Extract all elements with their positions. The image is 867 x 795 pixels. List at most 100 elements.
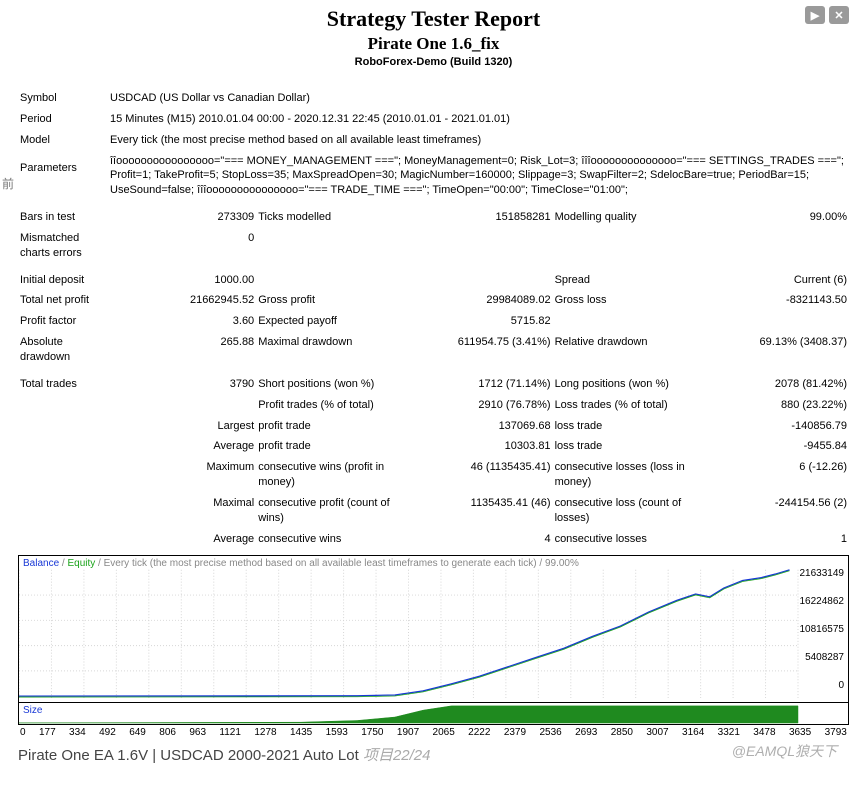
val-model: Every tick (the most precise method base… [108, 130, 849, 151]
lbl-lp: Long positions (won %) [553, 374, 701, 395]
val-mcl: 6 (-12.26) [701, 457, 849, 493]
xaxis-tick: 2222 [468, 727, 490, 738]
xaxis-tick: 2379 [504, 727, 526, 738]
xaxis-tick: 1593 [326, 727, 348, 738]
lbl-mclc: consecutive loss (count of losses) [553, 493, 701, 529]
lbl-rdd: Relative drawdown [553, 332, 701, 368]
xaxis-tick: 0 [20, 727, 26, 738]
val-mism: 0 [108, 228, 256, 264]
lbl-acw: consecutive wins [256, 529, 404, 550]
xaxis-tick: 3478 [753, 727, 775, 738]
val-apt: 10303.81 [404, 436, 552, 457]
yaxis-label: 21633149 [800, 568, 845, 579]
val-mdd: 611954.75 (3.41%) [404, 332, 552, 368]
val-acw: 4 [404, 529, 552, 550]
close-button[interactable]: ✕ [829, 6, 849, 24]
yaxis-label: 0 [838, 680, 844, 691]
xaxis-tick: 2536 [539, 727, 561, 738]
lbl-pf: Profit factor [18, 311, 108, 332]
xaxis-tick: 1278 [254, 727, 276, 738]
val-rdd: 69.13% (3408.37) [701, 332, 849, 368]
val-bars: 273309 [108, 207, 256, 228]
lbl-mcp: consecutive profit (count of wins) [256, 493, 404, 529]
xaxis-tick: 1121 [219, 727, 241, 738]
size-chart: Size [18, 703, 849, 725]
val-gp: 29984089.02 [404, 290, 552, 311]
lbl-spread: Spread [553, 270, 701, 291]
lbl-add: Absolute drawdown [18, 332, 108, 368]
broker-build: RoboForex-Demo (Build 1320) [18, 56, 849, 68]
lbl-llt: loss trade [553, 416, 701, 437]
lbl-mcl: consecutive losses (loss in money) [553, 457, 701, 493]
val-spread: Current (6) [701, 270, 849, 291]
yaxis-label: 16224862 [800, 596, 845, 607]
balance-chart: Balance / Equity / Every tick (the most … [18, 555, 849, 703]
xaxis-tick: 1435 [290, 727, 312, 738]
lbl-largest: Largest [108, 416, 256, 437]
xaxis-tick: 3007 [646, 727, 668, 738]
xaxis-tick: 2850 [611, 727, 633, 738]
lbl-ep: Expected payoff [256, 311, 404, 332]
xaxis-tick: 3635 [789, 727, 811, 738]
play-button[interactable]: ▶ [805, 6, 825, 24]
xaxis-tick: 649 [129, 727, 146, 738]
xaxis-tick: 492 [99, 727, 116, 738]
val-llt: -140856.79 [701, 416, 849, 437]
val-mclc: -244154.56 (2) [701, 493, 849, 529]
lbl-symbol: Symbol [18, 88, 108, 109]
lbl-alt: loss trade [553, 436, 701, 457]
xaxis-tick: 1750 [361, 727, 383, 738]
val-mcw: 46 (1135435.41) [404, 457, 552, 493]
xaxis-tick: 3321 [718, 727, 740, 738]
val-tnp: 21662945.52 [108, 290, 256, 311]
lbl-avg1: Average [108, 436, 256, 457]
val-dep: 1000.00 [108, 270, 256, 291]
report-table: Symbol USDCAD (US Dollar vs Canadian Dol… [18, 88, 849, 549]
lbl-lpt: profit trade [256, 416, 404, 437]
val-gl: -8321143.50 [701, 290, 849, 311]
lbl-mdd: Maximal drawdown [256, 332, 404, 368]
lbl-model: Model [18, 130, 108, 151]
lbl-modq: Modelling quality [553, 207, 701, 228]
size-label: Size [23, 705, 42, 716]
val-symbol: USDCAD (US Dollar vs Canadian Dollar) [108, 88, 849, 109]
val-lt: 880 (23.22%) [701, 395, 849, 416]
val-lpt: 137069.68 [404, 416, 552, 437]
report-title: Strategy Tester Report [18, 6, 849, 32]
xaxis-tick: 1907 [397, 727, 419, 738]
xaxis: 0177334492649806963112112781435159317501… [18, 727, 849, 738]
lbl-acl: consecutive losses [553, 529, 701, 550]
lbl-pt: Profit trades (% of total) [256, 395, 404, 416]
lbl-mcw: consecutive wins (profit in money) [256, 457, 404, 493]
lbl-max1: Maximum [108, 457, 256, 493]
val-period: 15 Minutes (M15) 2010.01.04 00:00 - 2020… [108, 109, 849, 130]
val-ep: 5715.82 [404, 311, 552, 332]
yaxis-label: 5408287 [805, 652, 844, 663]
strategy-name: Pirate One 1.6_fix [18, 34, 849, 54]
val-tt: 3790 [108, 374, 256, 395]
lbl-gl: Gross loss [553, 290, 701, 311]
xaxis-tick: 3793 [825, 727, 847, 738]
val-modq: 99.00% [701, 207, 849, 228]
footer-caption: Pirate One EA 1.6V | USDCAD 2000-2021 Au… [18, 744, 849, 765]
val-pf: 3.60 [108, 311, 256, 332]
val-pt: 2910 (76.78%) [404, 395, 552, 416]
lbl-avg2: Average [108, 529, 256, 550]
lbl-dep: Initial deposit [18, 270, 108, 291]
val-sp: 1712 (71.14%) [404, 374, 552, 395]
lbl-bars: Bars in test [18, 207, 108, 228]
xaxis-tick: 2065 [433, 727, 455, 738]
lbl-apt: profit trade [256, 436, 404, 457]
val-add: 265.88 [108, 332, 256, 368]
lbl-lt: Loss trades (% of total) [553, 395, 701, 416]
val-lp: 2078 (81.42%) [701, 374, 849, 395]
lbl-tnp: Total net profit [18, 290, 108, 311]
lbl-sp: Short positions (won %) [256, 374, 404, 395]
lbl-mism: Mismatched charts errors [18, 228, 108, 264]
val-alt: -9455.84 [701, 436, 849, 457]
val-acl: 1 [701, 529, 849, 550]
xaxis-tick: 806 [159, 727, 176, 738]
lbl-period: Period [18, 109, 108, 130]
lbl-max2: Maximal [108, 493, 256, 529]
lbl-gp: Gross profit [256, 290, 404, 311]
